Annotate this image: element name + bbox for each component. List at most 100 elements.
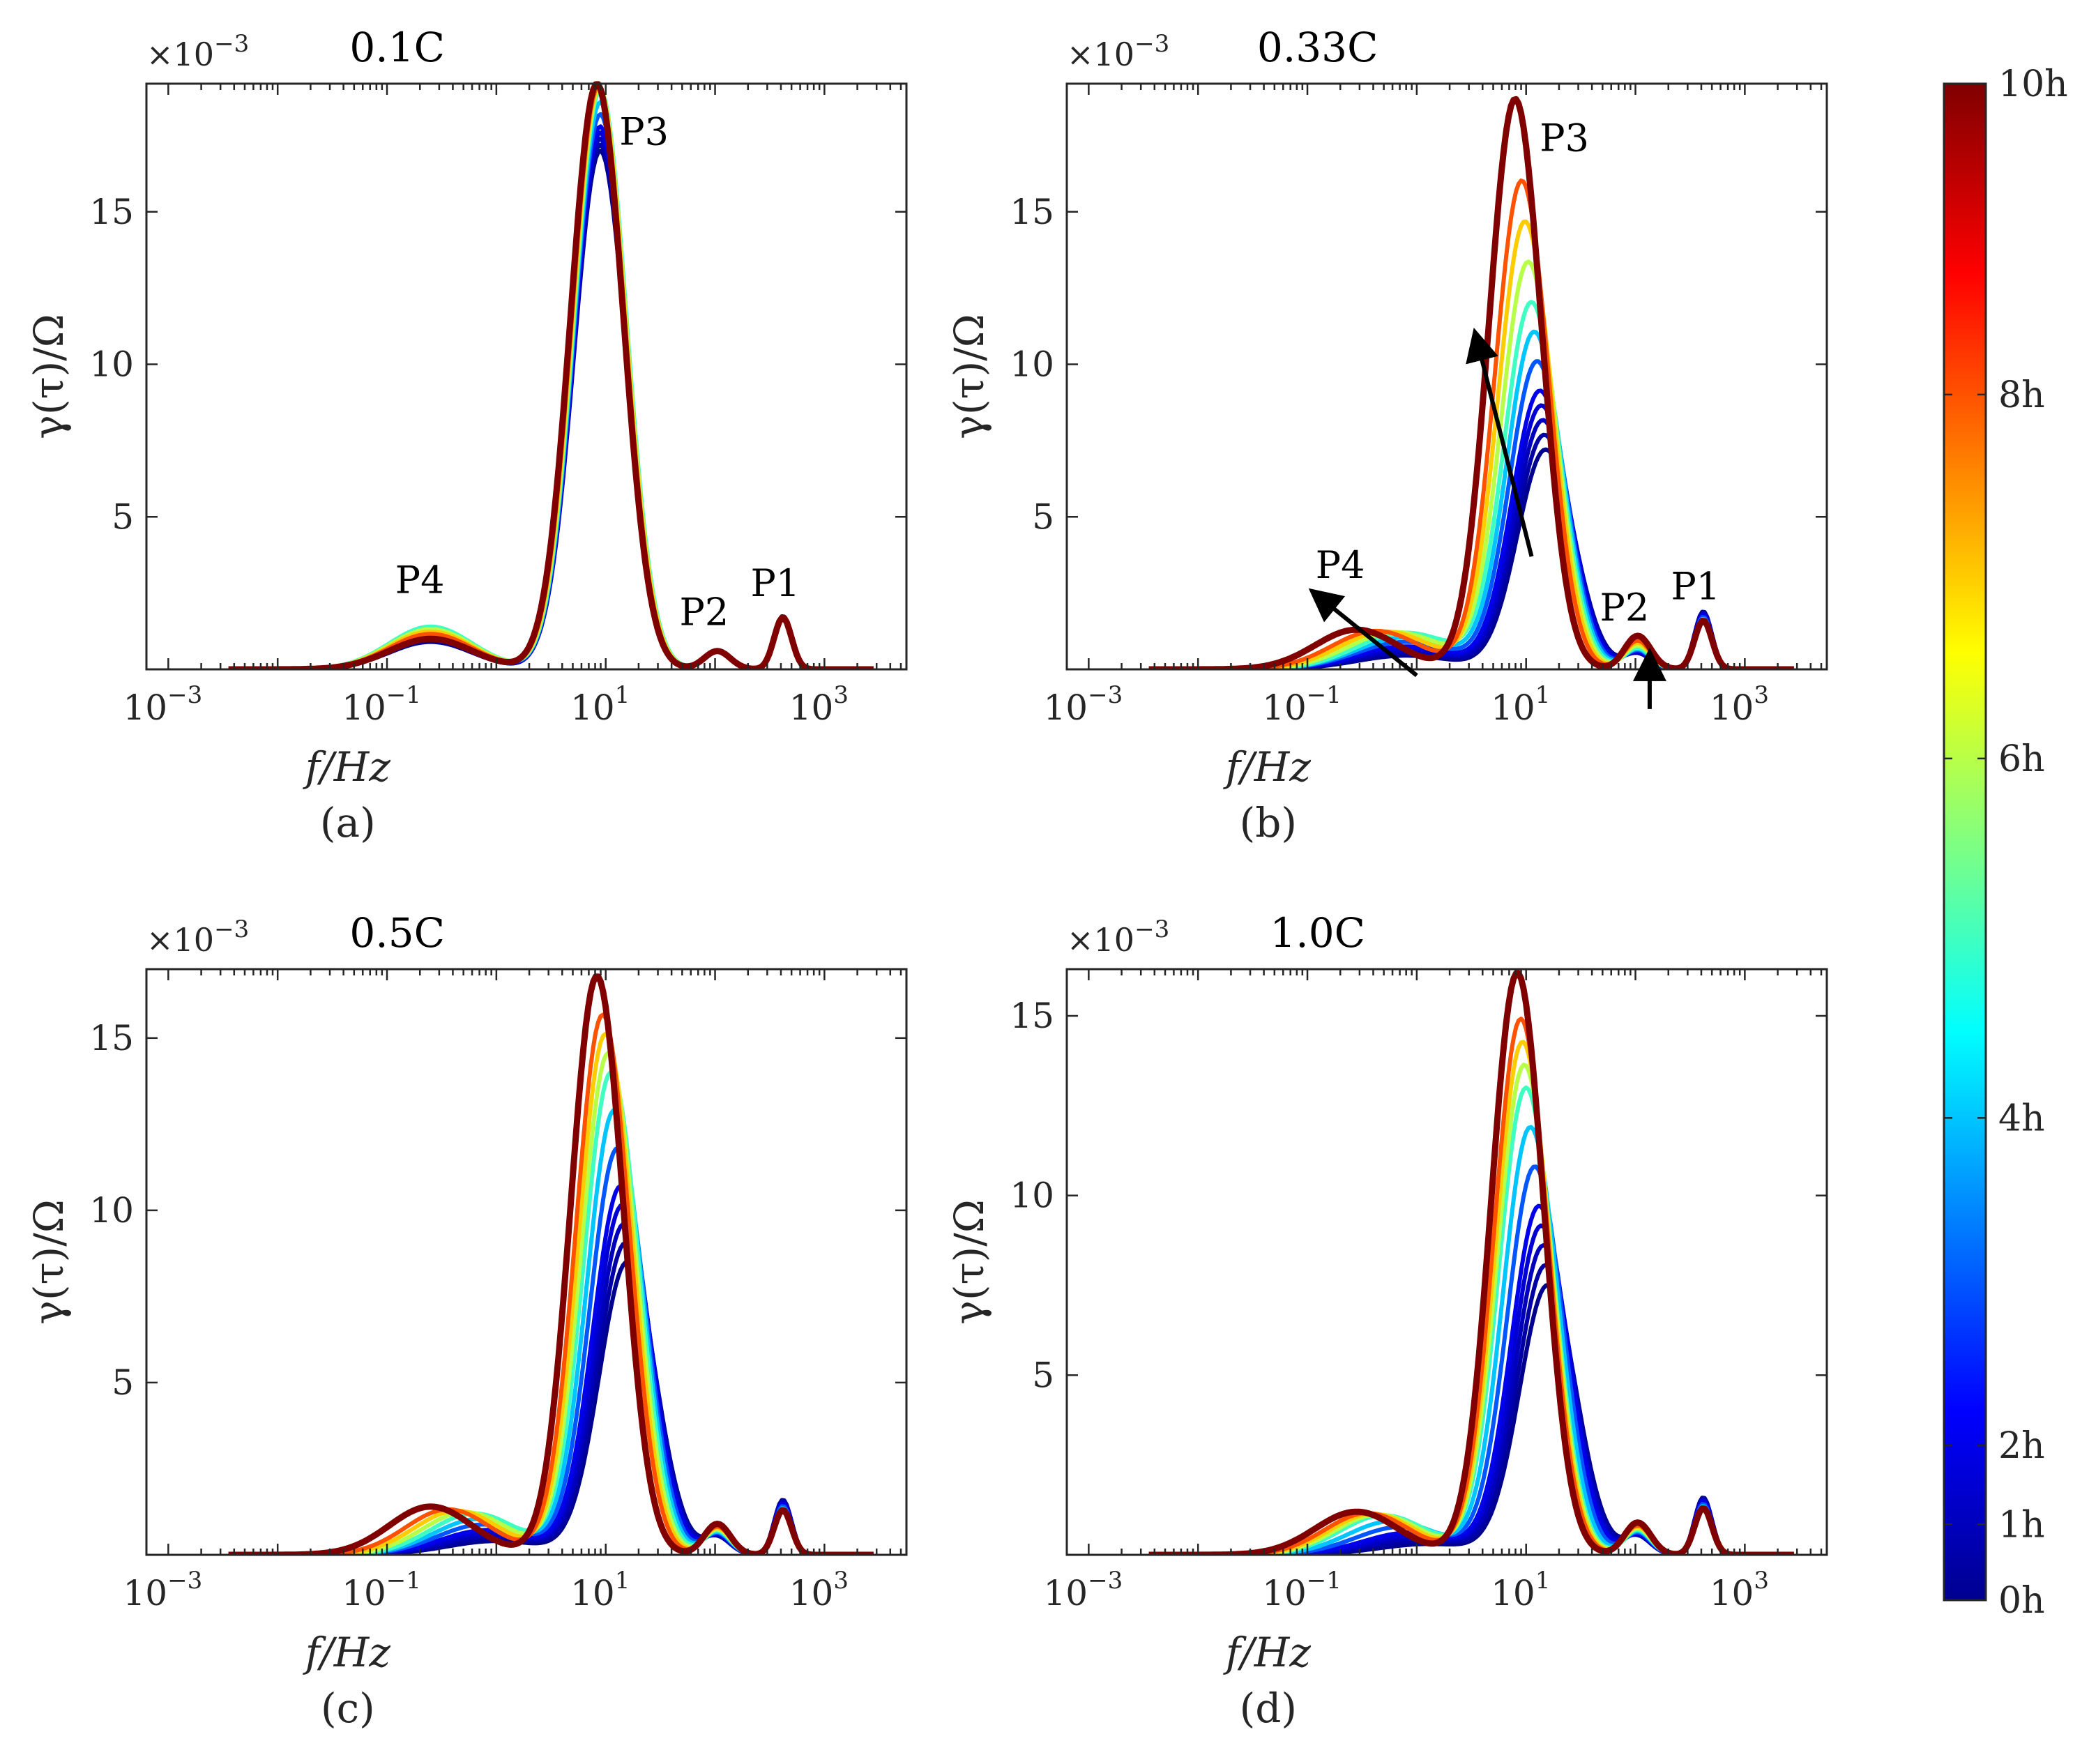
drt-curve-10h (1148, 96, 1795, 669)
y-multiplier: ×10−3 (1067, 30, 1169, 73)
drt-curve-10h (227, 81, 874, 669)
peak-label-p2: P2 (680, 591, 729, 634)
panel-title: 0.1C (349, 24, 445, 71)
x-axis-label: f/Hz (1223, 1629, 1312, 1676)
drt-curves (227, 81, 874, 669)
x-tick-exponent: 1 (615, 1567, 630, 1595)
y-tick-label: 10 (89, 344, 134, 385)
colorbar-label: 0h (1998, 1580, 2045, 1622)
drt-curve-7h (1148, 1040, 1794, 1555)
y-tick-label: 5 (112, 496, 134, 537)
y-tick-label: 10 (89, 1190, 134, 1231)
peak-label-p1: P1 (750, 561, 800, 605)
x-tick-exponent: −1 (1307, 1567, 1342, 1595)
trend-arrow (1466, 328, 1534, 557)
x-tick-exponent: −1 (386, 1567, 421, 1595)
panel-b: 10−3 10−1 101 103 5 10 15 ×10−3 0.33C f/Hz (b) γ(τ)… (945, 24, 1828, 846)
x-tick-exponent: 3 (1754, 1567, 1769, 1595)
x-tick-exponent: 3 (833, 1567, 849, 1595)
x-axis-label: f/Hz (1223, 743, 1312, 791)
x-tick-label: 101 (1491, 1567, 1550, 1613)
colorbar-label: 10h (1998, 63, 2068, 105)
peak-label-p4: P4 (395, 558, 445, 602)
y-axis-label: γ(τ)/Ω (945, 1199, 993, 1325)
peak-label-p3: P3 (1540, 116, 1589, 160)
panel-caption: (d) (1240, 1685, 1297, 1732)
panel-a: 10−3 10−1 101 103 5 10 15 ×10−3 0.1C f/Hz (a) γ(τ)/… (25, 24, 908, 846)
x-tick-label: 10−1 (342, 1567, 421, 1613)
colorbar-label: 2h (1998, 1425, 2045, 1467)
drt-curve-3h (1148, 1164, 1794, 1555)
x-tick-exponent: −3 (1088, 681, 1123, 709)
x-tick-label: 101 (570, 681, 630, 728)
x-tick-exponent: 1 (1535, 681, 1551, 709)
x-axis-label: f/Hz (303, 743, 391, 791)
drt-curves (1148, 970, 1795, 1555)
axes-box (1065, 82, 1828, 671)
x-tick-exponent: 1 (1535, 1567, 1551, 1595)
trend-arrow (1308, 588, 1418, 678)
y-tick-label: 5 (112, 1362, 134, 1403)
peak-label-p1: P1 (1671, 564, 1720, 608)
x-tick-label: 103 (1710, 1567, 1769, 1613)
peak-label-p3: P3 (619, 110, 669, 154)
y-axis-label: γ(τ)/Ω (945, 314, 993, 439)
y-multiplier-exponent: −3 (214, 30, 249, 58)
y-tick-label: 15 (89, 192, 134, 232)
x-tick-exponent: −3 (167, 681, 202, 709)
x-tick-exponent: 3 (1754, 681, 1769, 709)
y-tick-label: 15 (1010, 996, 1054, 1036)
x-tick-exponent: 1 (615, 681, 630, 709)
drt-curve-6h (1148, 1063, 1794, 1555)
y-tick-label: 10 (1010, 1176, 1054, 1216)
x-tick-exponent: 3 (833, 681, 849, 709)
peak-label-p2: P2 (1600, 586, 1650, 630)
drt-curve-10h (1148, 970, 1795, 1555)
x-tick-exponent: −3 (167, 1567, 202, 1595)
y-tick-label: 15 (89, 1018, 134, 1058)
y-axis-label: γ(τ)/Ω (25, 314, 73, 439)
axes-box (145, 968, 908, 1556)
drt-curve-8h (228, 1012, 874, 1555)
panel-d: 10−3 10−1 101 103 5 10 15 ×10−3 1.0C f/Hz (d) γ(τ)/… (945, 909, 1828, 1732)
x-tick-label: 10−3 (123, 1567, 202, 1613)
axes-box (1065, 968, 1828, 1556)
y-multiplier: ×10−3 (146, 915, 249, 959)
x-tick-label: 10−3 (1043, 1567, 1123, 1613)
drt-curves (227, 973, 874, 1555)
y-tick-label: 5 (1032, 1355, 1054, 1395)
colorbar-label: 4h (1998, 1097, 2045, 1139)
drt-curve-10h (227, 973, 874, 1555)
x-tick-exponent: −1 (1307, 681, 1342, 709)
peak-label-p4: P4 (1316, 543, 1365, 587)
panel-caption: (a) (320, 799, 376, 846)
x-tick-label: 10−1 (1262, 681, 1342, 728)
panel-title: 0.5C (349, 909, 445, 957)
panel-title: 0.33C (1257, 24, 1378, 71)
colorbar: 10h 8h 6h 4h 2h 1h 0h (1943, 63, 2068, 1622)
y-multiplier-exponent: −3 (214, 915, 249, 943)
x-tick-label: 10−1 (1262, 1567, 1342, 1613)
panel-caption: (b) (1240, 799, 1297, 846)
axes-box (145, 82, 908, 671)
y-axis-label: γ(τ)/Ω (25, 1199, 73, 1325)
x-tick-exponent: −3 (1088, 1567, 1123, 1595)
x-tick-label: 101 (570, 1567, 630, 1613)
x-tick-label: 101 (1491, 681, 1550, 728)
x-tick-label: 103 (789, 681, 849, 728)
x-tick-label: 10−3 (1043, 681, 1123, 728)
x-tick-label: 10−1 (342, 681, 421, 728)
colorbar-label: 6h (1998, 738, 2045, 780)
x-tick-exponent: −1 (386, 681, 421, 709)
x-tick-label: 103 (1710, 681, 1769, 728)
y-multiplier: ×10−3 (1067, 915, 1169, 959)
panel-caption: (c) (321, 1685, 375, 1732)
panel-title: 1.0C (1270, 909, 1365, 957)
y-tick-label: 10 (1010, 344, 1054, 385)
y-multiplier-exponent: −3 (1134, 915, 1169, 943)
y-tick-label: 15 (1010, 192, 1054, 232)
y-tick-label: 5 (1032, 496, 1054, 537)
colorbar-label: 1h (1998, 1504, 2045, 1546)
panel-c: 10−3 10−1 101 103 5 10 15 ×10−3 0.5C f/Hz (c) γ(τ)/… (25, 909, 908, 1732)
